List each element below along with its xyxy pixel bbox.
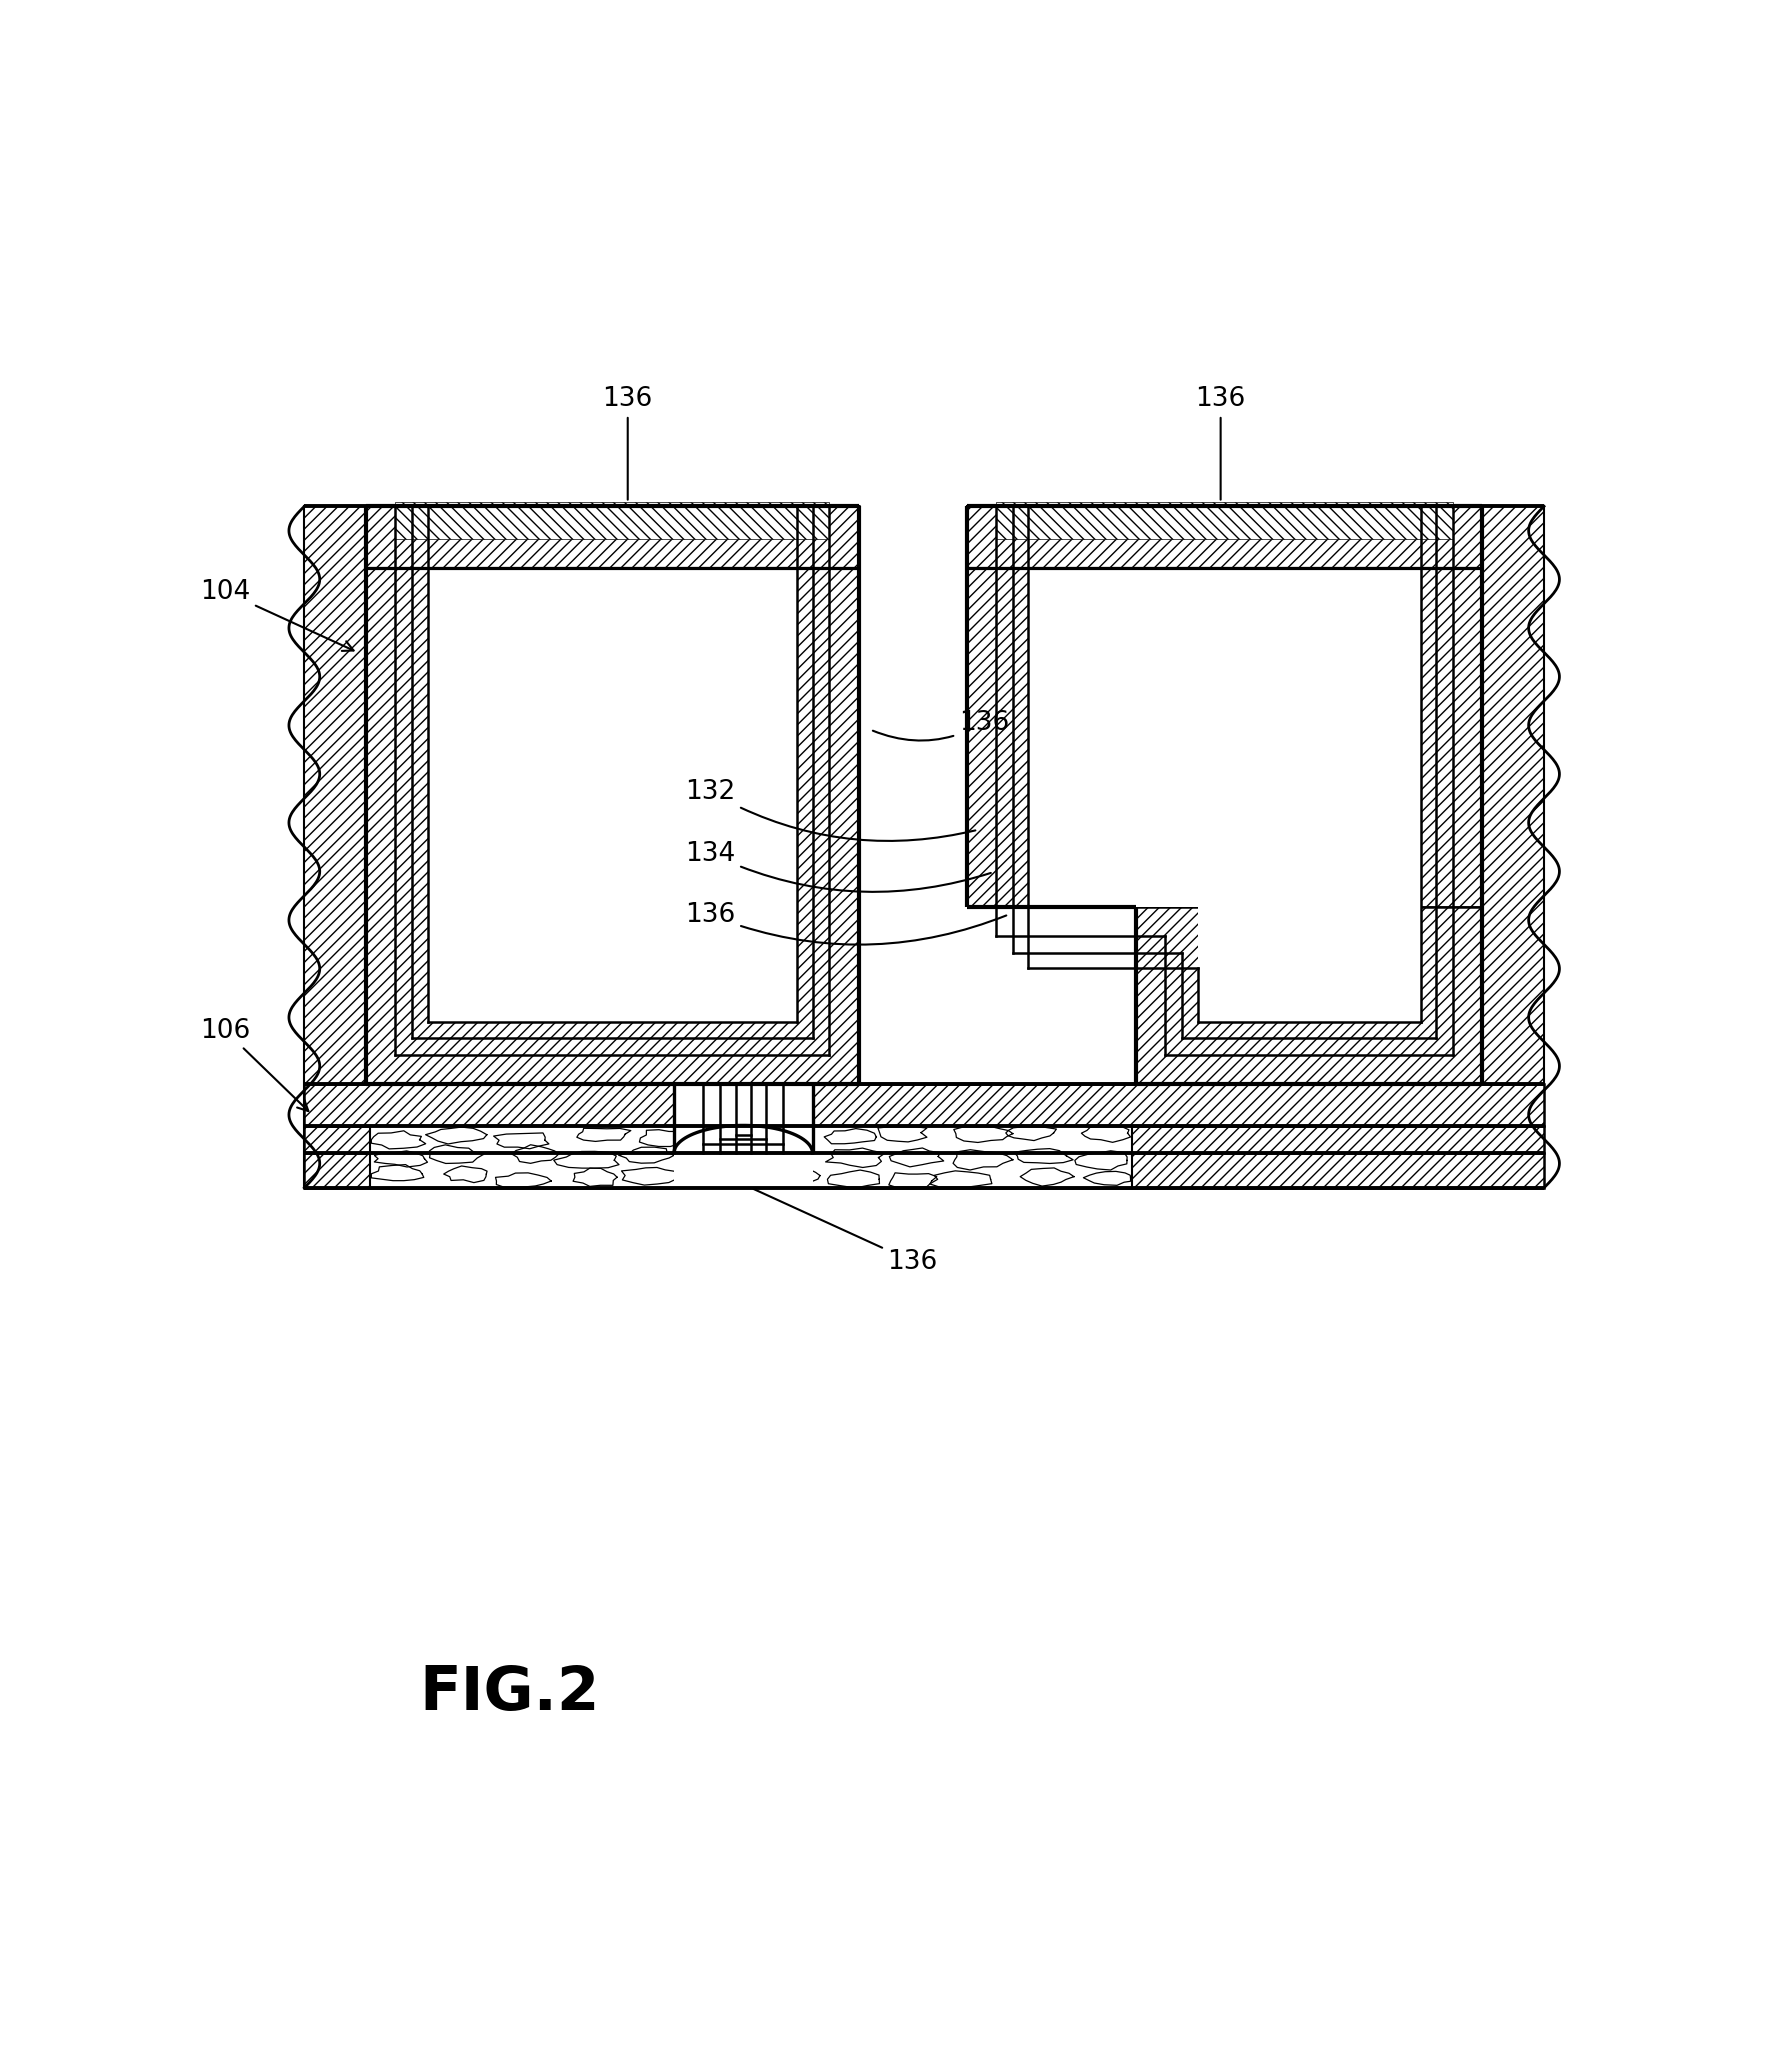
Text: FIG.2: FIG.2 [419, 1664, 601, 1724]
Polygon shape [369, 1125, 1132, 1187]
Text: 136: 136 [754, 1189, 937, 1275]
Polygon shape [305, 506, 365, 1187]
Text: 136: 136 [1196, 387, 1246, 500]
Polygon shape [305, 1084, 1543, 1125]
Polygon shape [365, 506, 859, 1084]
Polygon shape [1135, 907, 1481, 1084]
Polygon shape [966, 506, 1481, 907]
Polygon shape [396, 502, 829, 539]
Polygon shape [674, 1082, 813, 1191]
Polygon shape [396, 502, 829, 539]
Text: 104: 104 [200, 578, 353, 650]
Text: 132: 132 [684, 780, 975, 841]
Polygon shape [994, 502, 1452, 539]
Polygon shape [1481, 506, 1543, 1187]
Polygon shape [365, 506, 859, 568]
Text: 136: 136 [602, 387, 652, 500]
Text: 136: 136 [684, 903, 1005, 944]
Text: 106: 106 [200, 1018, 308, 1111]
Polygon shape [305, 1154, 1543, 1187]
Polygon shape [966, 506, 1481, 568]
Text: 136: 136 [873, 710, 1009, 741]
Polygon shape [994, 502, 1452, 539]
Polygon shape [859, 907, 1135, 1084]
Polygon shape [305, 1125, 1543, 1154]
Polygon shape [1028, 498, 1420, 907]
Polygon shape [1198, 907, 1420, 1022]
Polygon shape [428, 498, 797, 1022]
Polygon shape [674, 1082, 813, 1199]
Text: 134: 134 [684, 841, 991, 893]
